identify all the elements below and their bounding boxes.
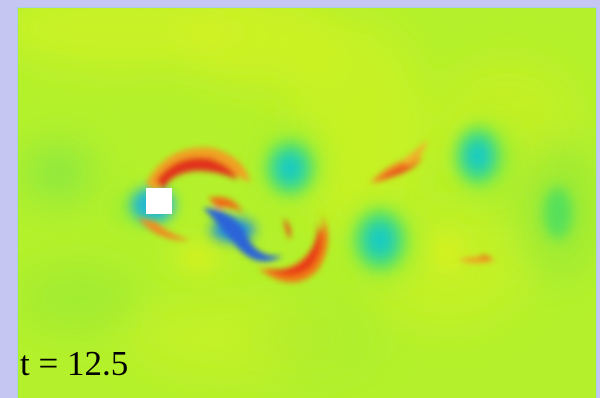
- positive-vortices: [138, 140, 496, 283]
- vorticity-contour-image: [18, 8, 596, 398]
- background-halos: [18, 8, 596, 378]
- time-label: t = 12.5: [20, 344, 129, 383]
- flow-field-visualization: [18, 8, 596, 398]
- square-obstacle: [146, 188, 172, 214]
